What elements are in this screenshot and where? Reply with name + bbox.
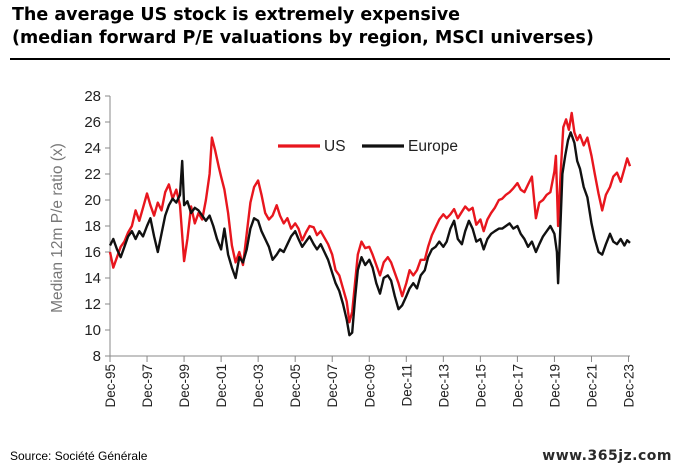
legend: US Europe [278,138,458,155]
y-tick-label: 10 [84,322,101,339]
source-note: Source: Société Générale [10,449,148,463]
x-tick-label: Dec-11 [399,364,414,407]
x-tick-label: Dec-23 [622,364,637,408]
y-tick-label: 24 [84,140,101,157]
y-axis-title: Median 12m P/e ratio (x) [49,143,66,313]
x-tick-label: Dec-07 [325,364,340,408]
x-tick-label: Dec-05 [288,364,303,408]
y-tick-label: 8 [93,348,101,365]
x-tick-label: Dec-21 [584,364,599,408]
series-line-europe [108,131,631,337]
y-tick-label: 20 [84,192,101,209]
y-tick-label: 22 [84,166,101,183]
title-line-1: The average US stock is extremely expens… [12,5,461,25]
x-tick-label: Dec-01 [214,364,229,408]
x-tick-label: Dec-09 [362,364,377,408]
x-tick-label: Dec-19 [547,364,562,408]
chart-title: The average US stock is extremely expens… [12,4,672,50]
y-tick-label: 26 [84,114,101,131]
x-tick-label: Dec-15 [473,364,488,408]
axis-layer: 8 10 12 14 16 18 20 22 24 26 28 Median 12m P/e rati… [49,88,637,408]
x-tick-label: Dec-13 [436,364,451,408]
watermark: www.365jz.com [542,448,672,464]
legend-label-us: US [324,138,346,155]
y-tick-label: 14 [84,270,101,287]
x-tick-label: Dec-99 [177,364,192,408]
title-line-2: (median forward P/E valuations by region… [12,28,594,48]
legend-label-europe: Europe [408,138,458,155]
series-line-us [108,111,632,324]
x-tick-label: Dec-03 [251,364,266,408]
y-tick-label: 18 [84,218,101,235]
x-tick-label: Dec-95 [103,364,118,408]
title-divider [10,58,670,60]
y-tick-label: 28 [84,88,101,105]
y-tick-label: 12 [84,296,101,313]
x-tick-label: Dec-97 [140,364,155,408]
y-tick-label: 16 [84,244,101,261]
x-tick-label: Dec-17 [510,364,525,408]
series-layer [108,111,632,337]
